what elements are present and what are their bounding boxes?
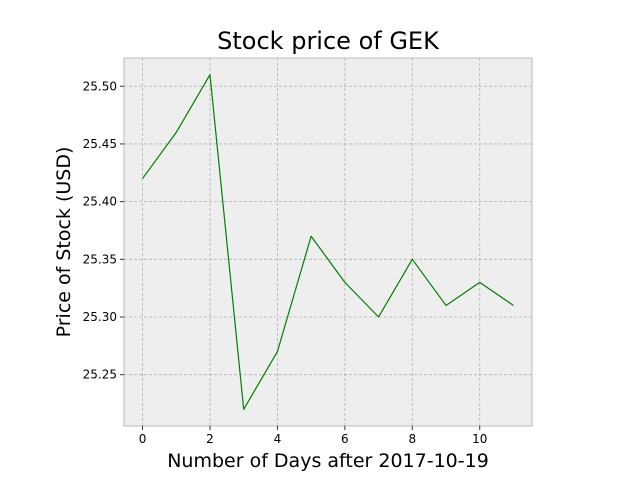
y-axis-ticks: 25.25 25.30 25.35 25.40 25.45 25.50 (83, 79, 124, 382)
chart-title: Stock price of GEK (217, 27, 440, 55)
y-tick-label: 25.35 (83, 252, 117, 266)
series-group (142, 74, 514, 410)
x-axis-ticks: 0 2 4 6 8 10 (139, 426, 487, 446)
y-tick-label: 25.30 (83, 310, 117, 324)
x-tick-label: 6 (341, 432, 349, 446)
y-tick-label: 25.45 (83, 137, 117, 151)
x-tick-label: 10 (472, 432, 487, 446)
x-tick-label: 2 (206, 432, 214, 446)
y-tick-label: 25.40 (83, 195, 117, 209)
x-tick-label: 0 (139, 432, 147, 446)
y-tick-label: 25.50 (83, 79, 117, 93)
y-axis-label: Price of Stock (USD) (53, 147, 75, 338)
x-tick-label: 4 (274, 432, 282, 446)
grid (124, 58, 532, 426)
x-axis-label: Number of Days after 2017-10-19 (167, 450, 489, 472)
x-tick-label: 8 (408, 432, 416, 446)
y-tick-label: 25.25 (83, 368, 117, 382)
series-line (142, 74, 514, 410)
plot-area (123, 57, 533, 427)
